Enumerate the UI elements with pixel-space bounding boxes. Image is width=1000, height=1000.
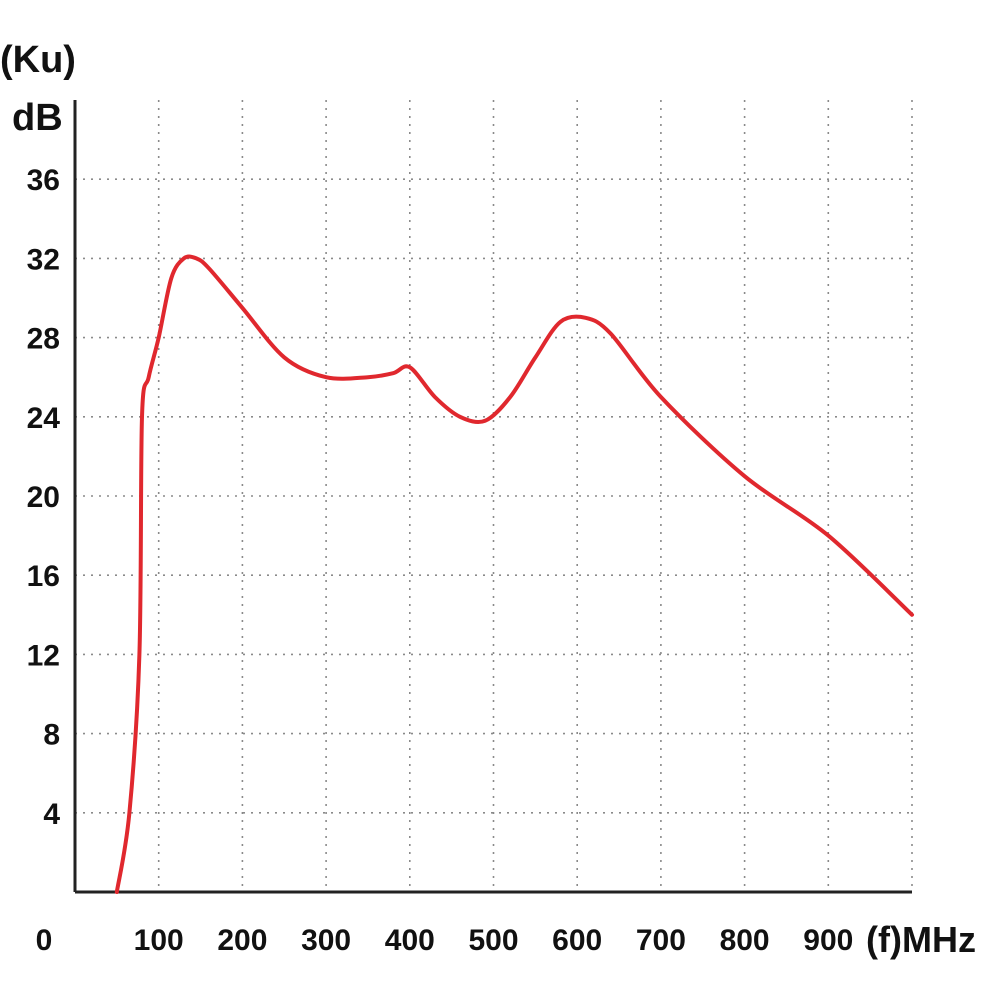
grid-lines — [75, 100, 913, 892]
y-axis-unit: dB — [12, 97, 63, 139]
y-tick-label: 28 — [27, 323, 60, 356]
x-axis-label: (f)MHz — [866, 919, 976, 960]
y-tick-labels: 4 8 12 16 20 24 28 32 36 — [27, 164, 61, 831]
y-tick-label: 8 — [43, 719, 60, 752]
y-tick-label: 12 — [27, 639, 60, 672]
x-tick-label: 800 — [720, 924, 770, 957]
y-tick-label: 36 — [27, 164, 60, 197]
x-tick-label: 600 — [552, 924, 602, 957]
x-tick-label: 300 — [301, 924, 351, 957]
x-tick-labels: 0 100 200 300 400 500 600 700 800 900 — [36, 924, 854, 957]
y-tick-label: 4 — [43, 798, 60, 831]
x-tick-label: 900 — [803, 924, 853, 957]
y-axis-label: (Ku) — [0, 39, 76, 81]
x-tick-label: 100 — [134, 924, 184, 957]
x-tick-label: 200 — [217, 924, 267, 957]
x-tick-label: 700 — [636, 924, 686, 957]
y-tick-label: 20 — [27, 481, 60, 514]
x-tick-label: 400 — [385, 924, 435, 957]
x-tick-label: 0 — [36, 924, 53, 957]
y-tick-label: 16 — [27, 560, 60, 593]
series-line — [114, 254, 914, 894]
x-tick-label: 500 — [468, 924, 518, 957]
y-tick-label: 24 — [27, 402, 61, 435]
y-tick-label: 32 — [27, 243, 60, 276]
